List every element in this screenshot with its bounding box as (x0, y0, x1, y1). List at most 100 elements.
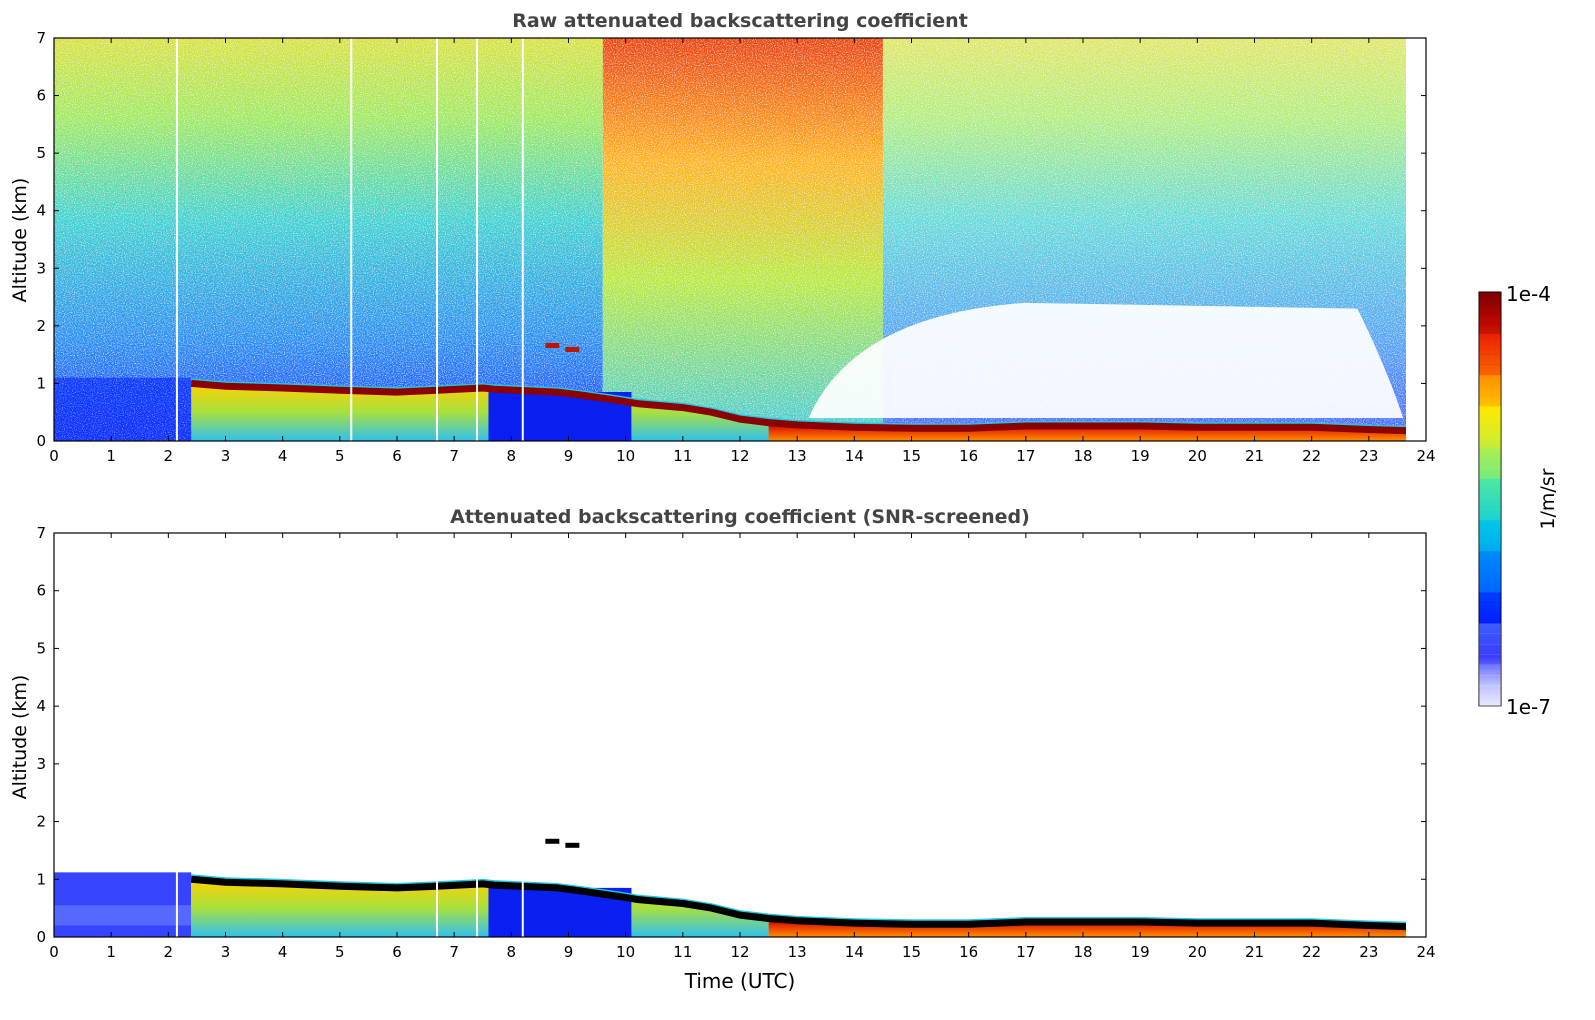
top-x-tick-label-19: 19 (1131, 447, 1150, 465)
bottom-x-tick-label-3: 3 (221, 943, 231, 961)
colorbar-band-8 (1479, 623, 1501, 635)
colorbar-band-26 (1479, 436, 1501, 448)
cloud-base-line (190, 875, 1407, 931)
bottom-x-tick-label-17: 17 (1016, 943, 1035, 961)
bottom-y-tick-label-7: 7 (36, 524, 46, 542)
bottom-x-tick-label-2: 2 (164, 943, 174, 961)
colorbar-band-4 (1479, 664, 1501, 676)
bottom-x-tick-label-8: 8 (507, 943, 517, 961)
bottom-y-axis-label: Altitude (km) (9, 675, 31, 800)
top-y-tick-label-3: 3 (36, 259, 46, 277)
bottom-x-tick-label-4: 4 (278, 943, 288, 961)
colorbar-band-3 (1479, 674, 1501, 686)
bottom-x-tick-label-10: 10 (616, 943, 635, 961)
top-x-tick-label-17: 17 (1016, 447, 1035, 465)
top-x-tick-label-13: 13 (788, 447, 807, 465)
top-x-tick-label-0: 0 (49, 447, 59, 465)
bottom-x-tick-label-23: 23 (1359, 943, 1378, 961)
colorbar-band-22 (1479, 478, 1501, 490)
top-x-tick-label-4: 4 (278, 447, 288, 465)
top-x-tick-label-6: 6 (392, 447, 402, 465)
colorbar-band-32 (1479, 374, 1501, 386)
top-x-tick-label-23: 23 (1359, 447, 1378, 465)
colorbar-band-20 (1479, 499, 1501, 510)
bottom-y-tick-label-3: 3 (36, 755, 46, 773)
colorbar-band-11 (1479, 592, 1501, 603)
bottom-x-tick-label-9: 9 (564, 943, 574, 961)
colorbar: 1e-4 1e-7 1/m/sr (1478, 282, 1559, 719)
colorbar-band-1 (1479, 695, 1501, 707)
colorbar-band-31 (1479, 385, 1501, 396)
bottom-x-tick-label-22: 22 (1302, 943, 1321, 961)
clear-air-region (808, 302, 1404, 418)
top-x-tick-label-14: 14 (845, 447, 864, 465)
colorbar-band-16 (1479, 540, 1501, 552)
bottom-y-tick-label-1: 1 (36, 870, 46, 888)
colorbar-band-25 (1479, 447, 1501, 459)
top-y-axis-label: Altitude (km) (9, 178, 31, 303)
bottom-plot-frame (53, 532, 1427, 938)
top-x-tick-label-1: 1 (106, 447, 116, 465)
colorbar-band-2 (1479, 685, 1501, 697)
bottom-x-tick-label-14: 14 (845, 943, 864, 961)
no-data-region (1405, 38, 1426, 441)
colorbar-band-21 (1479, 488, 1501, 500)
top-x-tick-label-8: 8 (507, 447, 517, 465)
colorbar-band-27 (1479, 426, 1501, 438)
bottom-x-tick-label-13: 13 (788, 943, 807, 961)
screened-boundary-layer-band (54, 905, 192, 926)
raw-backscatter-panel: Raw attenuated backscattering coefficien… (9, 10, 1436, 465)
colorbar-gradient (1478, 291, 1502, 707)
colorbar-band-7 (1479, 633, 1501, 645)
cloud-base-line (190, 379, 1407, 435)
colorbar-band-29 (1479, 405, 1501, 417)
x-axis-label: Time (UTC) (684, 969, 796, 993)
colorbar-band-34 (1479, 354, 1501, 365)
top-chart-title: Raw attenuated backscattering coefficien… (512, 10, 968, 32)
colorbar-band-14 (1479, 561, 1501, 572)
bottom-x-axis: 0 1 2 3 4 5 6 7 8 9 10 11 12 13 14 15 16 17 18 19 20 21 22 23 24 (49, 533, 1436, 961)
bottom-y-tick-label-5: 5 (36, 639, 46, 657)
colorbar-band-40 (1479, 292, 1501, 303)
sub-cloud-layer-early (191, 879, 769, 937)
colorbar-band-37 (1479, 323, 1501, 334)
top-y-tick-label-5: 5 (36, 144, 46, 162)
top-y-axis: 0 1 2 3 4 5 6 7 (36, 29, 1426, 450)
colorbar-band-6 (1479, 643, 1501, 655)
bottom-x-tick-label-18: 18 (1073, 943, 1092, 961)
bottom-x-tick-label-15: 15 (902, 943, 921, 961)
top-x-tick-label-2: 2 (164, 447, 174, 465)
top-x-tick-label-7: 7 (449, 447, 459, 465)
colorbar-band-33 (1479, 364, 1501, 376)
bottom-x-tick-label-16: 16 (959, 943, 978, 961)
colorbar-band-39 (1479, 302, 1501, 314)
colorbar-min-label: 1e-7 (1506, 695, 1551, 719)
colorbar-unit-label: 1/m/sr (1537, 468, 1559, 529)
bottom-x-tick-label-7: 7 (449, 943, 459, 961)
top-y-tick-label-0: 0 (36, 432, 46, 450)
sky-noise-early (54, 38, 603, 441)
colorbar-band-30 (1479, 395, 1501, 407)
top-x-tick-label-22: 22 (1302, 447, 1321, 465)
bottom-x-tick-label-0: 0 (49, 943, 59, 961)
bottom-x-tick-label-20: 20 (1188, 943, 1207, 961)
top-x-tick-label-12: 12 (730, 447, 749, 465)
top-x-tick-label-9: 9 (564, 447, 574, 465)
top-x-tick-label-3: 3 (221, 447, 231, 465)
top-x-tick-label-5: 5 (335, 447, 345, 465)
colorbar-max-label: 1e-4 (1506, 282, 1551, 306)
top-x-tick-label-10: 10 (616, 447, 635, 465)
colorbar-band-23 (1479, 467, 1501, 479)
colorbar-band-28 (1479, 416, 1501, 428)
bottom-y-tick-label-2: 2 (36, 813, 46, 831)
bottom-x-tick-label-6: 6 (392, 943, 402, 961)
top-y-tick-label-4: 4 (36, 202, 46, 220)
colorbar-band-18 (1479, 519, 1501, 531)
colorbar-band-24 (1479, 457, 1501, 469)
bottom-x-tick-label-24: 24 (1416, 943, 1435, 961)
bottom-chart-title: Attenuated backscattering coefficient (S… (450, 506, 1030, 528)
top-x-tick-label-15: 15 (902, 447, 921, 465)
top-y-tick-label-2: 2 (36, 317, 46, 335)
snr-screened-panel: Attenuated backscattering coefficient (S… (9, 506, 1436, 993)
